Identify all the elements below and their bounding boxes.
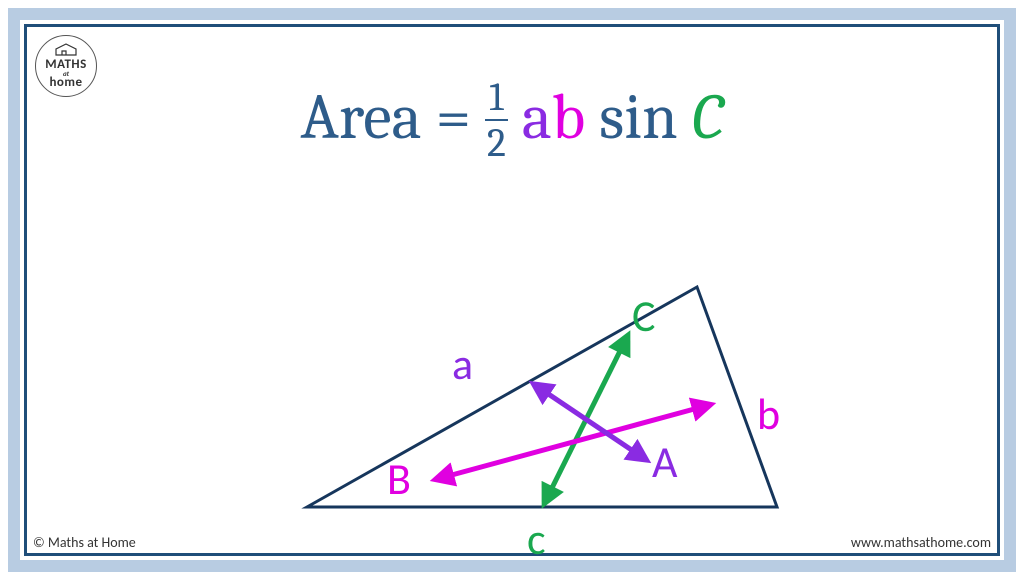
fraction-numerator: 1 <box>485 77 507 121</box>
label-angle-C: C <box>632 289 655 343</box>
formula-b: b <box>552 80 585 154</box>
formula-area: Area <box>301 80 422 154</box>
inner-border: MATHS at home Area = 12 ab sin C <box>24 24 1000 556</box>
triangle-diagram: a b c A B C <box>277 267 837 557</box>
footer-copyright: © Maths at Home <box>33 534 136 551</box>
formula-C: C <box>692 80 724 154</box>
formula-equals: = <box>422 80 486 154</box>
formula-sin: sin <box>585 80 692 154</box>
label-side-c: c <box>527 512 546 566</box>
one-half-fraction: 12 <box>485 77 507 163</box>
fraction-denominator: 2 <box>485 121 507 163</box>
footer-url: www.mathsathome.com <box>851 534 991 551</box>
formula-a: a <box>508 80 552 154</box>
area-formula: Area = 12 ab sin C <box>27 77 997 163</box>
triangle-shape <box>307 287 777 507</box>
house-icon <box>54 43 78 57</box>
label-angle-B: B <box>387 452 411 506</box>
outer-border: MATHS at home Area = 12 ab sin C <box>8 8 1016 572</box>
label-side-a: a <box>452 337 473 391</box>
label-side-b: b <box>757 387 780 441</box>
label-angle-A: A <box>652 435 677 489</box>
